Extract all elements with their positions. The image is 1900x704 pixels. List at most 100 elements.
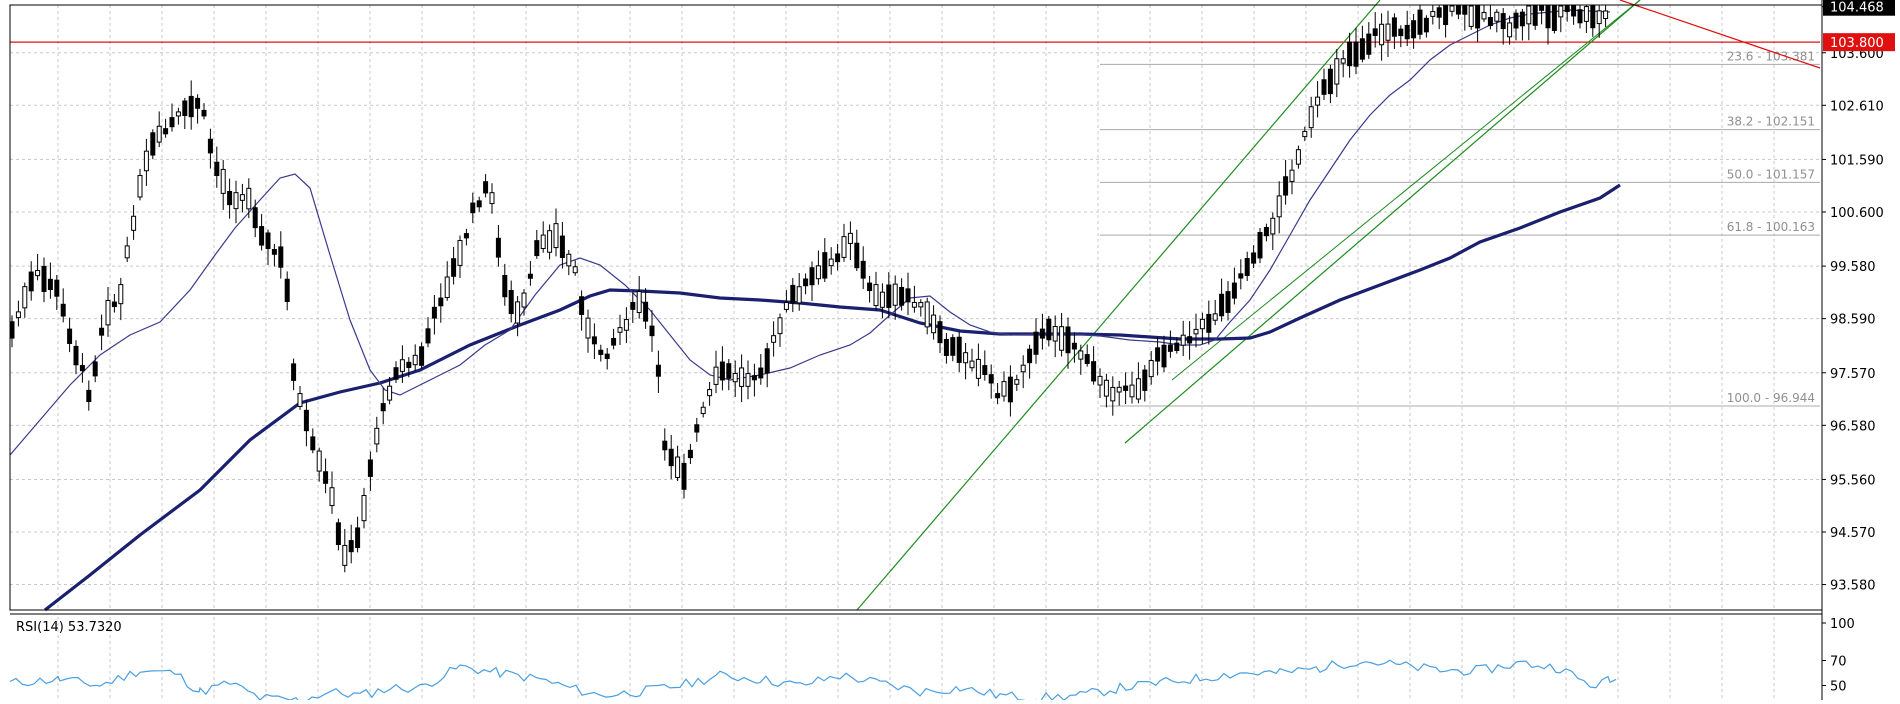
candle-body [854, 242, 860, 269]
candle-body [649, 325, 655, 337]
candle-body [527, 273, 533, 279]
candle-body [809, 267, 815, 286]
fibonacci-level-label: 23.6 - 103.381 [1727, 49, 1815, 63]
candle-body [1257, 232, 1263, 259]
candle-body [700, 406, 706, 415]
price-tag-label: 104.468 [1830, 1, 1884, 16]
price-axis-label: 101.590 [1830, 153, 1884, 168]
price-axis-label: 97.570 [1830, 367, 1876, 382]
candle-body [67, 328, 73, 344]
candle-body [1603, 10, 1609, 20]
candle-body [86, 389, 92, 403]
candle-body [227, 190, 233, 206]
candle-body [374, 427, 380, 445]
candle-body [662, 440, 668, 451]
candle-body [585, 317, 591, 339]
candle-body [1014, 379, 1020, 385]
candle-body [495, 237, 501, 258]
candle-body [1059, 326, 1065, 351]
candle-body [239, 194, 245, 201]
candle-body [1507, 22, 1513, 38]
candle-body [367, 459, 373, 477]
price-axis-label: 99.580 [1830, 260, 1876, 275]
candle-body [1302, 130, 1308, 138]
candle-body [22, 286, 28, 309]
candle-body [1206, 313, 1212, 333]
candle-body [355, 527, 361, 548]
candle-body [1103, 379, 1109, 397]
moving-average-slow [44, 183, 1621, 612]
candle-body [502, 275, 508, 298]
candle-body [399, 359, 405, 372]
channel-middle-line [1171, 0, 1641, 381]
chart-frame [9, 4, 1823, 611]
candle-body [1270, 217, 1276, 235]
candle-body [1519, 11, 1525, 27]
candle-body [1308, 106, 1314, 129]
moving-average-fast [9, 9, 1611, 456]
candle-body [99, 327, 105, 336]
candle-body [1123, 385, 1129, 391]
candle-body [956, 336, 962, 363]
candle-body [1046, 318, 1052, 341]
candle-body [9, 321, 15, 339]
price-axis-label: 93.580 [1830, 579, 1876, 594]
candle-body [342, 544, 348, 566]
candle-body [924, 301, 930, 328]
rsi-axis-label: 50 [1830, 680, 1847, 695]
candle-body [1295, 149, 1301, 165]
trend-channel [856, 0, 1641, 611]
candle-body [745, 373, 751, 387]
candle-body [943, 338, 949, 356]
candle-body [1155, 347, 1161, 362]
candle-body [1475, 5, 1481, 29]
candle-body [911, 301, 917, 308]
candle-body [1193, 328, 1199, 335]
candle-body [54, 279, 60, 297]
price-tag-label: 103.800 [1830, 36, 1884, 51]
candle-body [1327, 68, 1333, 95]
candles [9, 5, 1609, 573]
candle-body [1129, 384, 1135, 398]
candle-body [739, 367, 745, 387]
candle-body [1551, 5, 1557, 31]
candle-body [316, 450, 322, 472]
candle-body [1001, 381, 1007, 397]
candle-body [323, 471, 329, 484]
candle-body [156, 125, 162, 143]
candle-body [777, 317, 783, 335]
candle-body [1583, 6, 1589, 22]
candle-body [905, 288, 911, 303]
candle-body [764, 348, 770, 374]
candle-body [1359, 38, 1365, 60]
candle-body [988, 374, 994, 384]
candle-body [860, 260, 866, 279]
candle-body [1251, 252, 1257, 264]
candle-body [1084, 354, 1090, 364]
candle-body [425, 328, 431, 344]
candle-body [60, 303, 66, 317]
rsi-line [9, 659, 1617, 704]
price-axis-label: 95.560 [1830, 473, 1876, 488]
candle-body [124, 245, 130, 259]
candle-body [1590, 5, 1596, 29]
candle-body [847, 232, 853, 244]
candle-body [1071, 342, 1077, 350]
rsi-axis-label: 70 [1830, 655, 1847, 670]
rsi-label: RSI(14) 53.7320 [16, 620, 122, 635]
candle-body [1039, 328, 1045, 339]
candle-body [131, 215, 137, 231]
candle-body [975, 358, 981, 379]
candle-body [476, 200, 482, 208]
candle-body [1078, 350, 1084, 360]
candle-body [873, 284, 879, 307]
candle-body [1052, 326, 1058, 342]
candle-body [758, 367, 764, 379]
candle-body [1417, 9, 1423, 35]
candle-body [284, 278, 290, 302]
candle-body [719, 361, 725, 381]
candle-body [111, 301, 117, 308]
fibonacci-level-label: 38.2 - 102.151 [1727, 115, 1815, 129]
